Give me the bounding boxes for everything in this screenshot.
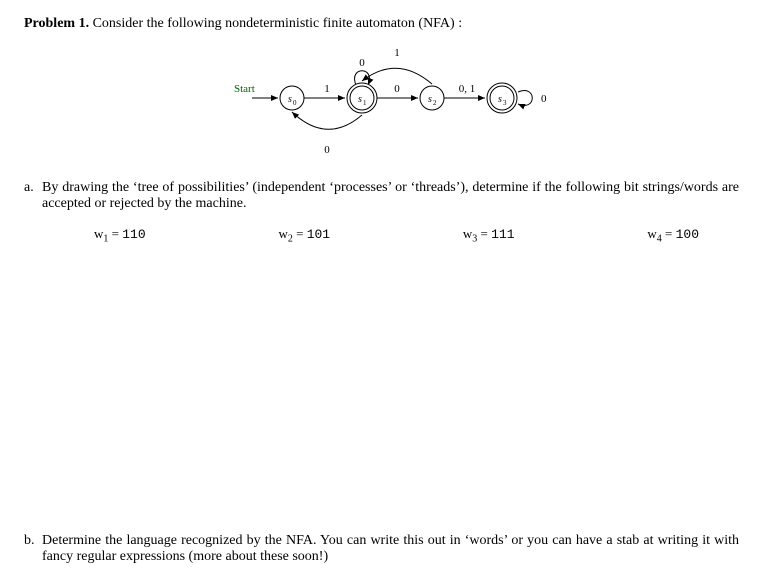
svg-text:1: 1	[324, 83, 330, 95]
problem-label: Problem 1.	[24, 16, 89, 31]
svg-text:s: s	[428, 94, 432, 105]
svg-text:3: 3	[503, 99, 507, 107]
svg-text:0: 0	[394, 83, 400, 95]
word-1: w1 = 110	[94, 226, 146, 245]
part-a-letter: a.	[24, 180, 42, 212]
nfa-svg: Start100, 10010s0s1s2s3	[192, 38, 572, 168]
word-4: w4 = 100	[647, 226, 699, 245]
svg-text:1: 1	[394, 47, 400, 59]
part-a-text: By drawing the ‘tree of possibilities’ (…	[42, 180, 739, 212]
word-2: w2 = 101	[278, 226, 330, 245]
words-row: w1 = 110 w2 = 101 w3 = 111 w4 = 100	[94, 226, 699, 245]
svg-text:0: 0	[359, 57, 365, 69]
part-a: a. By drawing the ‘tree of possibilities…	[24, 180, 739, 212]
svg-text:Start: Start	[234, 83, 255, 95]
svg-text:s: s	[498, 94, 502, 105]
svg-text:0: 0	[541, 93, 547, 105]
svg-text:0, 1: 0, 1	[458, 83, 475, 95]
nfa-diagram: Start100, 10010s0s1s2s3	[24, 38, 739, 168]
word-3: w3 = 111	[463, 226, 515, 245]
svg-text:s: s	[358, 94, 362, 105]
problem-header: Problem 1. Consider the following nondet…	[24, 16, 739, 32]
part-b: b. Determine the language recognized by …	[24, 533, 739, 565]
svg-text:2: 2	[433, 99, 437, 107]
problem-text: Consider the following nondeterministic …	[93, 16, 463, 31]
part-b-text: Determine the language recognized by the…	[42, 533, 739, 565]
spacer	[24, 245, 739, 525]
svg-text:0: 0	[293, 99, 297, 107]
part-b-letter: b.	[24, 533, 42, 565]
svg-text:1: 1	[363, 99, 367, 107]
svg-text:0: 0	[324, 144, 330, 156]
svg-text:s: s	[288, 94, 292, 105]
